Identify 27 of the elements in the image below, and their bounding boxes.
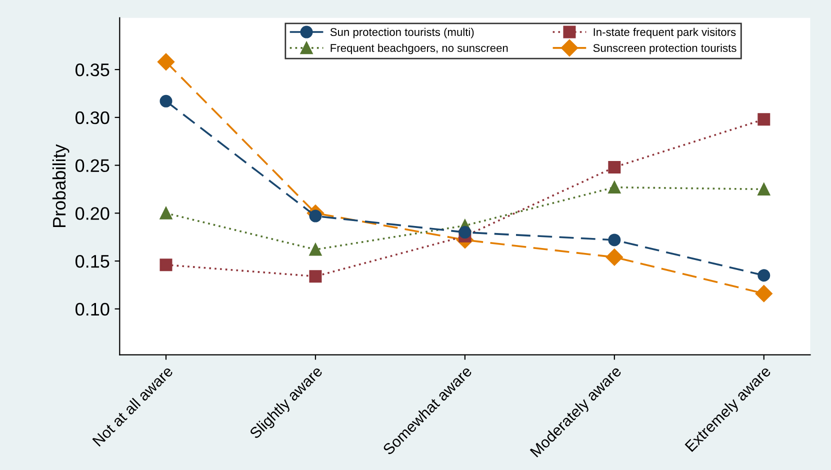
y-axis-title: Probability: [52, 144, 70, 228]
y-tick-label: 0.10: [76, 302, 110, 316]
y-tick-label: 0.25: [76, 159, 110, 172]
point: [157, 53, 175, 70]
point: [458, 226, 472, 239]
point: [608, 160, 621, 174]
point: [758, 269, 770, 282]
point: [160, 94, 172, 108]
y-tick-label: 0.30: [76, 111, 110, 124]
y-tick-label: 0.20: [76, 207, 110, 220]
legend-label: In-state frequent park visitors: [594, 28, 736, 38]
legend-label: Sunscreen protection tourists: [593, 44, 736, 54]
point: [309, 210, 322, 222]
point: [160, 206, 172, 220]
point: [758, 182, 770, 196]
point: [755, 285, 772, 302]
point: [309, 270, 322, 283]
point: [608, 181, 621, 194]
legend-label: Sun protection tourists (multi): [330, 28, 474, 38]
point: [606, 248, 623, 266]
point: [160, 258, 172, 272]
y-tick-label: 0.35: [76, 63, 110, 76]
point: [608, 234, 621, 246]
point: [309, 243, 322, 256]
y-tick-label: 0.15: [76, 254, 110, 268]
legend-label: Frequent beachgoers, no sunscreen: [330, 44, 508, 54]
point: [758, 113, 770, 126]
